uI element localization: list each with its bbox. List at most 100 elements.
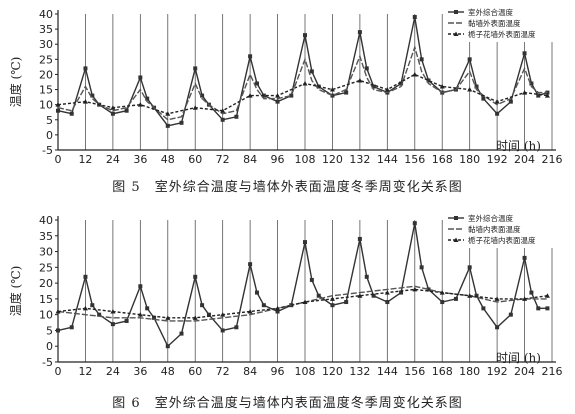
data-point bbox=[110, 309, 116, 314]
y-tick-label: 15 bbox=[39, 293, 53, 306]
data-point bbox=[124, 318, 129, 323]
y-tick-label: 25 bbox=[39, 261, 53, 274]
data-point bbox=[220, 108, 226, 113]
data-point bbox=[316, 293, 321, 298]
data-point bbox=[137, 312, 143, 317]
data-point bbox=[364, 274, 369, 279]
data-point bbox=[467, 87, 473, 92]
data-point bbox=[193, 66, 198, 71]
data-point bbox=[56, 108, 60, 113]
x-tick-label: 144 bbox=[377, 365, 398, 378]
data-point bbox=[385, 300, 390, 305]
series-line-1 bbox=[57, 44, 548, 121]
data-point bbox=[303, 33, 307, 38]
data-point bbox=[467, 293, 473, 298]
x-tick-label: 204 bbox=[514, 365, 535, 378]
x-tick-label: 72 bbox=[216, 365, 230, 378]
y-tick-label: 20 bbox=[39, 277, 53, 290]
y-tick-label: -5 bbox=[42, 144, 53, 157]
data-point bbox=[384, 290, 390, 295]
data-point bbox=[426, 78, 431, 83]
legend-box bbox=[444, 4, 562, 42]
x-tick-label: 180 bbox=[459, 153, 480, 166]
data-point bbox=[145, 96, 150, 101]
chart-figure-5: -5 0 5 10 15 20 25 30 35 40 0 12 24 36 48 60 72 84 96 108 12… bbox=[0, 0, 575, 200]
data-point bbox=[329, 87, 335, 92]
legend-label: 黏墙外表面温度 bbox=[468, 18, 521, 28]
y-axis-title: 温度 (℃) bbox=[8, 57, 23, 108]
data-point bbox=[536, 93, 541, 98]
data-point bbox=[419, 57, 424, 62]
x-tick-label: 108 bbox=[295, 153, 316, 166]
x-tick-label: 60 bbox=[188, 153, 202, 166]
data-point bbox=[234, 325, 239, 330]
data-point bbox=[357, 30, 362, 35]
data-point bbox=[536, 306, 541, 311]
y-tick-label: 5 bbox=[46, 114, 53, 127]
data-point bbox=[275, 99, 280, 104]
data-point bbox=[261, 303, 266, 308]
x-tick-label: 0 bbox=[55, 365, 62, 378]
data-point bbox=[90, 93, 95, 98]
data-point bbox=[529, 290, 534, 295]
x-tick-label: 84 bbox=[243, 365, 257, 378]
legend-box bbox=[444, 210, 562, 248]
data-point bbox=[344, 300, 349, 305]
x-tick-label: 60 bbox=[188, 365, 202, 378]
x-tick-label: 24 bbox=[106, 365, 120, 378]
data-point bbox=[110, 322, 115, 327]
y-tick-label: 10 bbox=[39, 309, 53, 322]
data-point bbox=[97, 312, 102, 317]
x-tick-label: 192 bbox=[487, 365, 508, 378]
x-tick-label: 48 bbox=[161, 153, 175, 166]
x-axis-title: 时间 (h) bbox=[496, 351, 541, 365]
data-point bbox=[330, 303, 335, 308]
data-point bbox=[494, 99, 500, 104]
data-point bbox=[289, 93, 294, 98]
data-point bbox=[329, 296, 335, 301]
x-tick-label: 192 bbox=[487, 153, 508, 166]
data-point bbox=[371, 84, 376, 89]
data-point bbox=[145, 306, 150, 311]
series-line-2 bbox=[57, 288, 548, 319]
data-point bbox=[55, 309, 61, 314]
figure-5-caption: 图 5 室外综合温度与墙体外表面温度冬季周变化关系图 bbox=[112, 180, 463, 195]
data-point bbox=[137, 102, 143, 107]
legend-label: 栀子花墙内表面温度 bbox=[468, 235, 536, 245]
y-tick-label: 20 bbox=[39, 68, 53, 81]
series-line-0 bbox=[57, 223, 548, 348]
data-point bbox=[494, 296, 500, 301]
legend-label: 黏墙内表面温度 bbox=[468, 224, 521, 234]
data-point bbox=[234, 114, 239, 119]
y-axis-title: 温度 (℃) bbox=[8, 266, 23, 317]
data-point bbox=[522, 255, 527, 260]
chart-figure-6: -5 0 5 10 15 20 25 30 35 40 0 12 24 36 48 60 72 84 96 108 12… bbox=[0, 206, 575, 414]
data-point bbox=[495, 111, 500, 116]
data-point bbox=[522, 90, 528, 95]
data-point bbox=[200, 303, 205, 308]
data-point bbox=[522, 51, 527, 56]
data-point bbox=[56, 328, 60, 333]
data-point bbox=[399, 290, 404, 295]
series-line-2 bbox=[57, 73, 548, 115]
x-tick-label: 156 bbox=[404, 153, 425, 166]
x-tick-label: 156 bbox=[404, 365, 425, 378]
data-point bbox=[357, 77, 363, 83]
data-point bbox=[138, 284, 143, 289]
x-tick-label: 24 bbox=[106, 153, 120, 166]
x-tick-label: 120 bbox=[322, 365, 343, 378]
x-tick-label: 132 bbox=[349, 365, 370, 378]
data-point bbox=[344, 90, 349, 95]
data-point bbox=[544, 293, 550, 298]
y-tick-label: 15 bbox=[39, 84, 53, 97]
data-point bbox=[192, 105, 198, 110]
data-point bbox=[545, 306, 550, 311]
x-axis-title: 时间 (h) bbox=[496, 139, 541, 153]
data-point bbox=[165, 111, 171, 116]
data-point bbox=[384, 87, 390, 92]
x-tick-label: 120 bbox=[322, 153, 343, 166]
figure-6-caption: 图 6 室外综合温度与墙体内表面温度冬季周变化关系图 bbox=[112, 396, 463, 411]
data-point bbox=[419, 265, 424, 270]
data-point bbox=[138, 75, 143, 80]
